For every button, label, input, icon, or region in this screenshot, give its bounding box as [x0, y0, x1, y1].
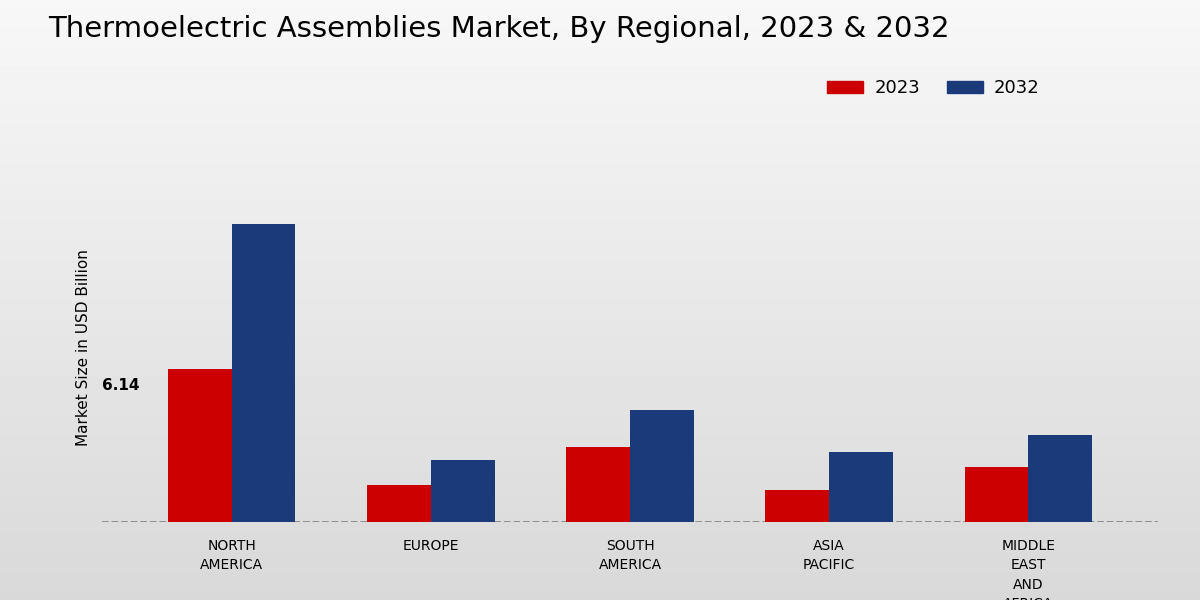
Bar: [566, 448, 630, 522]
Y-axis label: Market Size in USD Billion: Market Size in USD Billion: [76, 250, 91, 446]
Text: 6.14: 6.14: [102, 378, 140, 393]
Bar: [367, 485, 431, 522]
Bar: [168, 370, 232, 522]
Bar: [232, 224, 295, 522]
Bar: [965, 467, 1028, 522]
Bar: [1028, 435, 1092, 522]
Legend: 2023, 2032: 2023, 2032: [820, 72, 1046, 104]
Bar: [766, 490, 829, 522]
Bar: [431, 460, 494, 522]
Bar: [829, 452, 893, 522]
Bar: [630, 410, 694, 522]
Text: Thermoelectric Assemblies Market, By Regional, 2023 & 2032: Thermoelectric Assemblies Market, By Reg…: [48, 15, 949, 43]
